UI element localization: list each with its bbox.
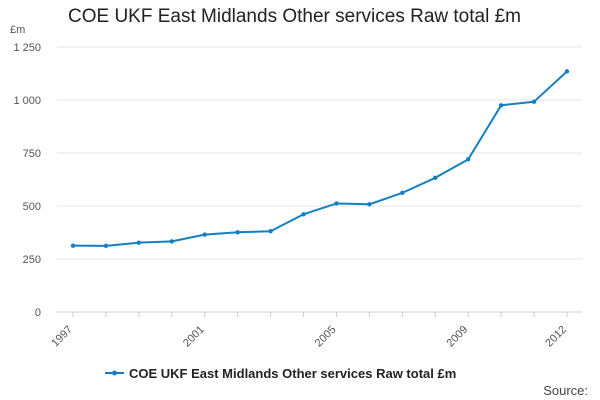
data-point-2011[interactable] [531, 99, 537, 104]
data-point-1998[interactable] [103, 243, 109, 249]
data-point-2006[interactable] [367, 202, 372, 207]
gridlines [57, 46, 582, 313]
y-tick-label: 0 [35, 307, 41, 319]
x-axis: 1997 2001 2005 2009 2012 [49, 312, 569, 349]
data-point-2012[interactable] [564, 69, 570, 74]
data-point-1997[interactable] [70, 243, 76, 248]
data-point-2003[interactable] [268, 229, 273, 234]
legend-point-marker [112, 370, 117, 376]
data-point-2002[interactable] [235, 230, 240, 235]
data-point-2008[interactable] [433, 175, 438, 181]
y-tick-label: 500 [23, 201, 41, 213]
y-tick-label: 750 [23, 148, 41, 160]
y-tick-label: 250 [23, 254, 41, 266]
data-point-2010[interactable] [498, 103, 504, 108]
y-tick-label: 1 000 [13, 95, 41, 107]
x-tick-label: 2009 [445, 324, 471, 350]
y-axis-unit-label: £m [10, 24, 25, 36]
x-tick-label: 2001 [181, 324, 207, 350]
data-point-2007[interactable] [400, 190, 405, 196]
legend[interactable]: COE UKF East Midlands Other services Raw… [105, 366, 456, 381]
data-point-2005[interactable] [334, 201, 339, 206]
y-axis: 0 250 500 750 1 000 1 250 [13, 42, 41, 319]
source-label: Source: [543, 383, 588, 398]
data-point-1999[interactable] [136, 240, 142, 245]
x-tick-label: 1997 [49, 324, 75, 350]
data-point-2009[interactable] [466, 157, 471, 162]
y-tick-label: 1 250 [13, 42, 41, 54]
data-point-2001[interactable] [202, 232, 207, 237]
x-tick-label: 2005 [313, 324, 339, 350]
chart-title: COE UKF East Midlands Other services Raw… [68, 6, 521, 27]
x-tick-label: 2012 [543, 324, 569, 350]
legend-label: COE UKF East Midlands Other services Raw… [129, 366, 456, 381]
series-group [70, 69, 570, 249]
data-point-2004[interactable] [301, 212, 306, 217]
data-point-2000[interactable] [169, 239, 174, 244]
series-line [72, 70, 568, 247]
